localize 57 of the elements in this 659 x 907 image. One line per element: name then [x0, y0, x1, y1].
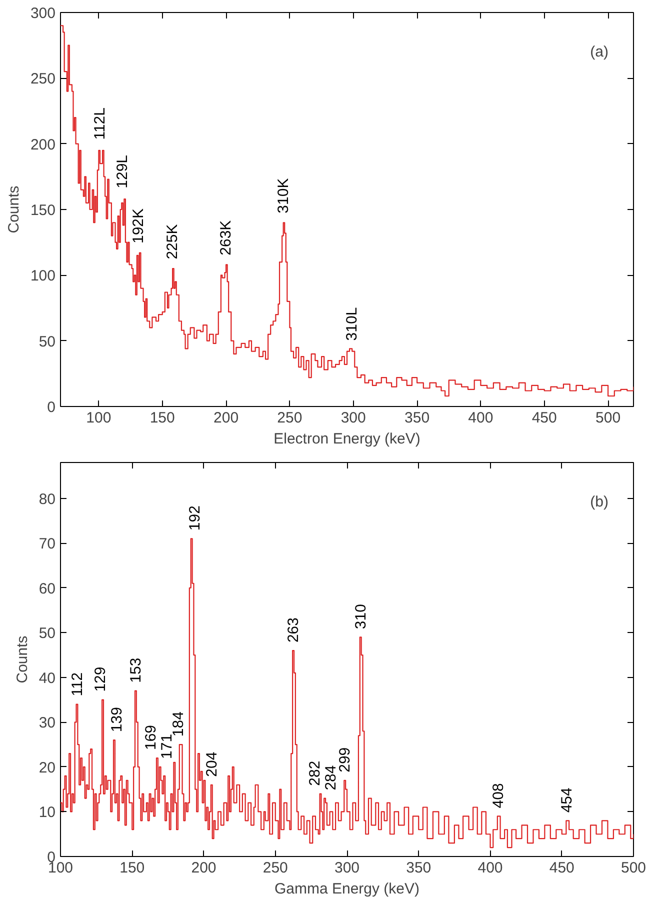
x-tick-label: 500 [596, 410, 621, 426]
annotation: 192 [186, 506, 204, 531]
y-tick-label: 50 [38, 333, 56, 350]
x-tick-label: 450 [532, 410, 557, 426]
x-tick-label: 400 [468, 410, 494, 426]
x-tick-label: 200 [191, 860, 216, 876]
annotation: 454 [558, 788, 576, 813]
x-tick-label: 300 [334, 860, 360, 876]
annotation: 263 [285, 618, 302, 643]
annotation: (b) [590, 494, 609, 510]
y-tick-label: 100 [30, 268, 56, 285]
annotation: 169 [142, 724, 160, 750]
y-tick-label: 70 [38, 536, 56, 553]
annotation: 112 [68, 672, 86, 696]
y-tick-label: 60 [38, 580, 56, 598]
y-tick-label: 50 [38, 625, 56, 642]
annotation: 310L [344, 307, 361, 341]
x-tick-label: 350 [406, 860, 432, 876]
y-tick-label: 10 [38, 804, 56, 822]
x-tick-label: 500 [620, 860, 646, 876]
annotation: 263K [218, 220, 235, 256]
x-tick-label: 450 [549, 860, 574, 876]
y-tick-label: 300 [30, 5, 56, 22]
annotation: 153 [127, 658, 144, 683]
annotation: 129L [114, 154, 131, 188]
annotation: (a) [590, 44, 609, 60]
annotation: 204 [203, 752, 220, 777]
annotation: 112L [91, 108, 108, 140]
y-tick-label: 80 [38, 490, 56, 508]
x-tick-label: 200 [214, 410, 239, 426]
annotation: 310K [274, 178, 292, 214]
y-tick-label: 20 [38, 759, 56, 776]
y-tick-label: 200 [30, 136, 56, 154]
x-tick-label: 150 [150, 410, 175, 426]
x-tick-label: 100 [86, 410, 112, 426]
x-tick-label: 150 [120, 860, 145, 876]
y-tick-label: 150 [30, 202, 56, 219]
annotation: 225K [164, 224, 182, 260]
annotation: 282 [306, 760, 324, 786]
x-tick-label: 250 [277, 410, 302, 426]
annotation: 139 [108, 707, 126, 732]
y-axis-title: Counts [5, 186, 22, 234]
y-tick-label: 0 [47, 399, 56, 416]
y-axis-title: Counts [14, 636, 31, 684]
annotation: 310 [352, 604, 370, 630]
x-tick-label: 350 [404, 410, 430, 426]
y-tick-label: 250 [30, 70, 56, 88]
y-tick-label: 30 [38, 714, 56, 732]
x-tick-label: 250 [262, 860, 288, 876]
annotation: 129 [92, 666, 110, 692]
x-tick-label: 400 [478, 860, 503, 876]
x-axis-title: Gamma Energy (keV) [274, 880, 420, 898]
annotation: 408 [490, 783, 507, 808]
x-tick-label: 300 [340, 410, 366, 426]
y-tick-label: 40 [38, 670, 56, 687]
x-axis-title: Electron Energy (keV) [274, 430, 420, 448]
annotation: 192K [130, 208, 148, 244]
